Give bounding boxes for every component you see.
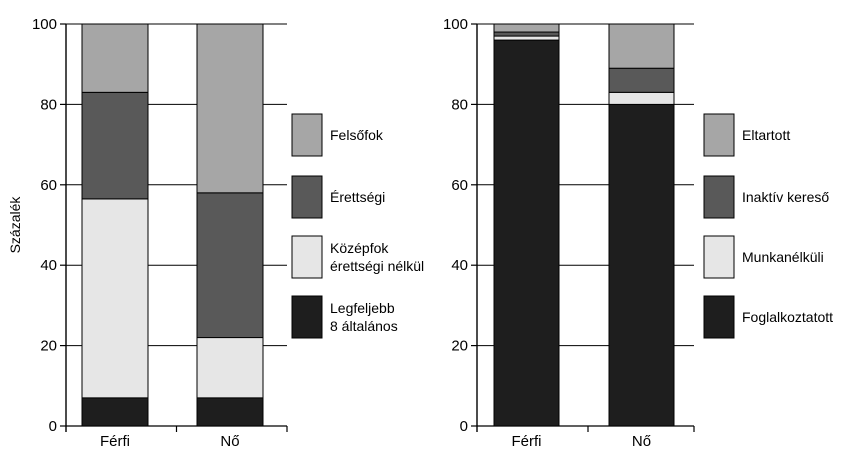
y-tick-label: 20 bbox=[451, 338, 468, 355]
legend-label: Középfok bbox=[330, 240, 389, 256]
y-tick-label: 60 bbox=[40, 177, 57, 194]
bar-segment bbox=[81, 198, 149, 399]
bar-segment bbox=[196, 23, 264, 194]
bar-segment bbox=[493, 31, 560, 37]
legend-label: Munkanélküli bbox=[742, 249, 824, 265]
y-tick-label: 100 bbox=[32, 16, 57, 33]
y-tick-label: 80 bbox=[451, 96, 468, 113]
legend-swatch bbox=[703, 295, 735, 339]
legend-label: Felsőfok bbox=[330, 127, 384, 143]
bar-segment bbox=[608, 103, 675, 427]
legend-swatch bbox=[703, 235, 735, 279]
bar-segment bbox=[493, 23, 560, 33]
legend-swatch bbox=[703, 175, 735, 219]
legend-label: Inaktív kereső bbox=[742, 189, 829, 205]
bar-segment bbox=[196, 397, 264, 427]
y-tick-label: 100 bbox=[443, 16, 468, 33]
legend-label: 8 általános bbox=[330, 318, 398, 334]
bar-segment bbox=[196, 337, 264, 399]
bar-segment bbox=[608, 67, 675, 93]
y-tick-label: 0 bbox=[49, 418, 57, 435]
x-category-label: Nő bbox=[632, 433, 651, 448]
x-category-label: Nő bbox=[220, 433, 239, 448]
bar-segment bbox=[81, 397, 149, 427]
y-tick-label: 40 bbox=[451, 257, 468, 274]
bar-segment bbox=[493, 35, 560, 41]
legend-swatch bbox=[703, 113, 735, 157]
y-axis-title: Százalék bbox=[7, 196, 23, 254]
legend-label: Foglalkoztatott bbox=[742, 309, 833, 325]
bar-segment bbox=[608, 23, 675, 69]
x-category-label: Férfi bbox=[512, 433, 542, 448]
legend-swatch bbox=[291, 175, 323, 219]
x-category-label: Férfi bbox=[100, 433, 130, 448]
y-tick-label: 20 bbox=[40, 338, 57, 355]
legend-label: érettségi nélkül bbox=[330, 258, 424, 274]
legend-label: Érettségi bbox=[330, 189, 385, 205]
legend-label: Legfeljebb bbox=[330, 300, 395, 316]
y-tick-label: 0 bbox=[460, 418, 468, 435]
bar-segment bbox=[196, 192, 264, 339]
legend-swatch bbox=[291, 113, 323, 157]
legend-label: Eltartott bbox=[742, 127, 790, 143]
legend-swatch bbox=[291, 295, 323, 339]
legend-swatch bbox=[291, 235, 323, 279]
bar-segment bbox=[81, 23, 149, 93]
y-tick-label: 60 bbox=[451, 177, 468, 194]
y-tick-label: 40 bbox=[40, 257, 57, 274]
y-tick-label: 80 bbox=[40, 96, 57, 113]
bar-segment bbox=[81, 91, 149, 200]
bar-segment bbox=[608, 91, 675, 105]
bar-segment bbox=[493, 39, 560, 427]
